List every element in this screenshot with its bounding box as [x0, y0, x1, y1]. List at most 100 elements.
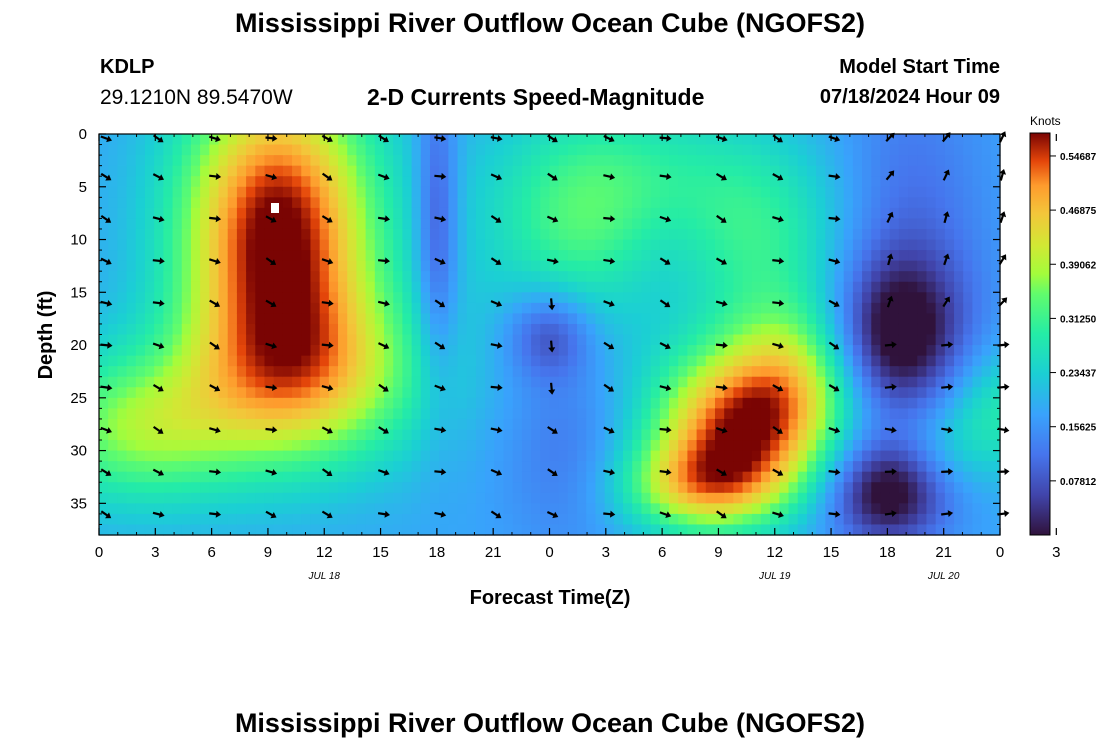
heatmap-cell — [227, 250, 238, 262]
heatmap-cell — [466, 440, 477, 452]
current-arrow — [265, 342, 278, 350]
current-arrow — [603, 135, 615, 143]
heatmap-cell — [301, 440, 312, 452]
heatmap-cell — [264, 471, 275, 483]
heatmap-cell — [328, 144, 339, 156]
heatmap-cell — [374, 228, 385, 241]
heatmap-cell — [310, 376, 321, 388]
heatmap-cell — [917, 155, 928, 167]
heatmap-cell — [714, 186, 725, 198]
heatmap-cell — [420, 524, 431, 536]
current-arrow — [716, 510, 727, 519]
x-axis-label: Forecast Time(Z) — [470, 587, 631, 609]
heatmap-cell — [724, 292, 734, 304]
heatmap-cell — [659, 345, 670, 357]
heatmap-cell — [843, 207, 854, 220]
heatmap-cell — [577, 418, 587, 431]
heatmap-cell — [163, 281, 174, 293]
heatmap-cell — [503, 355, 514, 367]
heatmap-cell — [641, 355, 652, 367]
heatmap-cell — [374, 271, 385, 283]
heatmap-cell — [604, 155, 615, 167]
heatmap-cell — [926, 239, 937, 251]
heatmap-cell — [292, 387, 302, 399]
heatmap-cell — [825, 239, 836, 251]
heatmap-cell — [494, 366, 505, 378]
heatmap-cell — [567, 313, 578, 325]
heatmap-cell — [623, 239, 633, 251]
heatmap-cell — [788, 228, 799, 241]
x-tick-label: 3 — [1052, 544, 1060, 561]
heatmap-cell — [972, 302, 983, 314]
heatmap-cell — [411, 345, 422, 357]
heatmap-cell — [862, 355, 872, 367]
heatmap-cell — [448, 440, 459, 452]
heatmap-cell — [816, 440, 826, 452]
heatmap-cell — [200, 197, 210, 209]
heatmap-cell — [439, 471, 449, 483]
heatmap-cell — [172, 418, 183, 431]
heatmap-cell — [163, 513, 174, 526]
heatmap-cell — [264, 271, 275, 283]
heatmap-cell — [669, 376, 679, 388]
heatmap-cell — [806, 186, 817, 198]
heatmap-cell — [172, 165, 183, 177]
heatmap-cell — [402, 239, 413, 251]
heatmap-cell — [356, 450, 367, 462]
heatmap-cell — [402, 397, 413, 409]
heatmap-cell — [301, 155, 312, 167]
heatmap-cell — [466, 207, 477, 220]
heatmap-cell — [338, 429, 348, 441]
heatmap-cell — [981, 271, 992, 283]
current-arrow — [886, 295, 894, 308]
heatmap-cell — [669, 397, 679, 409]
heatmap-cell — [751, 197, 762, 209]
heatmap-cell — [558, 292, 569, 304]
heatmap-cell — [328, 239, 339, 251]
heatmap-cell — [200, 440, 210, 452]
heatmap-cell — [705, 323, 716, 336]
heatmap-cell — [687, 186, 698, 198]
heatmap-cell — [531, 197, 541, 209]
heatmap-cell — [292, 197, 302, 209]
heatmap-cell — [540, 218, 551, 230]
heatmap-cell — [852, 408, 863, 420]
heatmap-cell — [494, 355, 505, 367]
heatmap-cell — [328, 228, 339, 241]
heatmap-cell — [696, 345, 707, 357]
heatmap-cell — [264, 176, 275, 188]
heatmap-cell — [108, 355, 118, 367]
heatmap-cell — [687, 218, 698, 230]
heatmap-cell — [273, 313, 284, 325]
date-label: JUL 18 — [307, 571, 340, 582]
heatmap-cell — [512, 429, 523, 441]
heatmap-cell — [935, 461, 946, 473]
heatmap-cell — [264, 397, 275, 409]
heatmap-cell — [623, 376, 633, 388]
heatmap-cell — [319, 418, 330, 431]
heatmap-cell — [604, 239, 615, 251]
heatmap-cell — [687, 513, 698, 526]
date-label: JUL 19 — [758, 571, 791, 582]
heatmap-cell — [972, 292, 983, 304]
heatmap-cell — [108, 524, 118, 536]
heatmap-cell — [144, 144, 155, 156]
heatmap-cell — [724, 176, 734, 188]
heatmap-cell — [816, 323, 826, 336]
heatmap-cell — [760, 418, 771, 431]
heatmap-cell — [889, 345, 900, 357]
heatmap-cell — [770, 260, 780, 272]
heatmap-cell — [604, 397, 615, 409]
heatmap-cell — [273, 292, 284, 304]
heatmap-cell — [770, 186, 780, 198]
heatmap-cell — [264, 408, 275, 420]
heatmap-cell — [420, 450, 431, 462]
heatmap-cell — [374, 418, 385, 431]
heatmap-cell — [613, 513, 624, 526]
heatmap-cell — [466, 292, 477, 304]
heatmap-cell — [282, 313, 293, 325]
heatmap-cell — [972, 482, 983, 494]
heatmap-cell — [503, 440, 514, 452]
heatmap-cell — [990, 355, 1001, 367]
heatmap-cell — [623, 302, 633, 314]
